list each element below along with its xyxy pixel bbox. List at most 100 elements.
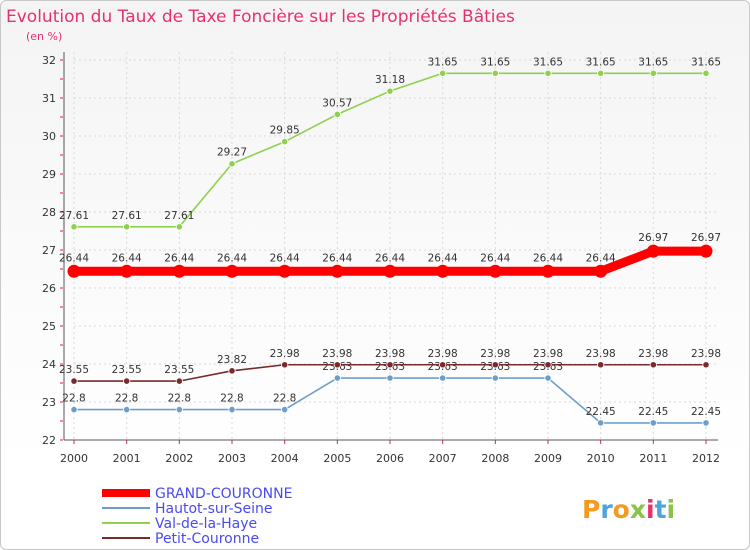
chart-subtitle: (en %) — [26, 30, 62, 43]
y-tick-label: 27 — [42, 244, 56, 257]
data-label: 23.55 — [164, 364, 194, 376]
data-point — [649, 361, 657, 369]
data-point — [649, 419, 657, 427]
data-point — [70, 405, 78, 414]
data-point — [544, 374, 552, 382]
data-point — [228, 160, 236, 168]
data-label: 23.55 — [112, 364, 142, 376]
data-label: 22.8 — [62, 393, 85, 405]
x-tick-label: 2004 — [271, 452, 299, 465]
logo-letter: r — [600, 495, 613, 524]
series-hautot-sur-seine: 22.822.822.822.822.823.6323.6323.6323.63… — [62, 361, 721, 427]
data-label: 26.44 — [270, 252, 300, 264]
data-label: 31.65 — [533, 56, 563, 68]
data-point — [228, 405, 236, 414]
data-label: 23.98 — [375, 348, 405, 360]
data-point — [333, 361, 341, 369]
data-point — [225, 264, 239, 278]
proxiti-logo: Proxiti — [582, 495, 675, 524]
y-tick-label: 24 — [42, 358, 56, 371]
data-point — [281, 405, 289, 414]
data-point — [175, 223, 183, 231]
data-label: 29.85 — [270, 125, 300, 137]
data-label: 31.65 — [480, 56, 510, 68]
data-label: 31.65 — [586, 56, 616, 68]
data-label: 23.98 — [691, 348, 721, 360]
data-point — [228, 367, 236, 375]
data-point — [123, 377, 131, 385]
data-label: 22.8 — [220, 393, 243, 405]
data-point — [699, 244, 713, 258]
data-label: 23.98 — [322, 348, 352, 360]
data-label: 22.45 — [638, 406, 668, 418]
x-tick-label: 2007 — [429, 452, 457, 465]
y-tick-label: 32 — [42, 54, 56, 67]
data-label: 26.44 — [322, 252, 352, 264]
data-point — [649, 69, 657, 77]
data-point — [333, 110, 341, 118]
x-tick-label: 2001 — [113, 452, 141, 465]
data-point — [175, 405, 183, 414]
data-label: 23.98 — [428, 348, 458, 360]
logo-letter: P — [582, 495, 600, 524]
logo-letter: i — [646, 495, 655, 524]
y-tick-label: 31 — [42, 92, 56, 105]
data-label: 30.57 — [322, 97, 352, 109]
logo-letter: t — [655, 495, 667, 524]
x-tick-label: 2003 — [218, 452, 246, 465]
data-label: 31.65 — [691, 56, 721, 68]
x-tick-label: 2005 — [323, 452, 351, 465]
y-tick-label: 28 — [42, 206, 56, 219]
y-tick-label: 23 — [42, 396, 56, 409]
data-label: 26.44 — [533, 252, 563, 264]
legend: GRAND-COURONNEHautot-sur-SeineVal-de-la-… — [102, 486, 292, 547]
data-label: 26.44 — [480, 252, 510, 264]
data-point — [123, 223, 131, 231]
x-tick-label: 2000 — [60, 452, 88, 465]
y-tick-label: 22 — [42, 434, 56, 447]
data-label: 27.61 — [112, 210, 142, 222]
data-point — [594, 264, 608, 278]
data-point — [281, 138, 289, 146]
data-point — [597, 69, 605, 77]
data-point — [386, 374, 394, 382]
data-point — [330, 264, 344, 278]
data-label: 23.82 — [217, 354, 247, 366]
y-tick-label: 26 — [42, 282, 56, 295]
y-tick-label: 30 — [42, 130, 56, 143]
data-label: 31.65 — [638, 56, 668, 68]
data-label: 23.98 — [638, 348, 668, 360]
data-point — [123, 405, 131, 414]
data-point — [278, 264, 292, 278]
data-point — [597, 419, 605, 427]
data-label: 27.61 — [59, 210, 89, 222]
data-label: 27.61 — [164, 210, 194, 222]
logo-letter: i — [667, 495, 676, 524]
data-label: 26.44 — [217, 252, 247, 264]
x-tick-label: 2012 — [692, 452, 720, 465]
logo-letter: x — [630, 495, 646, 524]
data-label: 22.8 — [115, 393, 138, 405]
data-point — [488, 264, 502, 278]
data-point — [120, 264, 134, 278]
series-layer: 22.822.822.822.822.823.6323.6323.6323.63… — [59, 56, 721, 427]
data-label: 26.44 — [112, 252, 142, 264]
data-point — [491, 374, 499, 382]
series-grand-couronne: 26.44 26.44 26.44 26.44 26.44 26.44 26.44 26.44… — [59, 232, 721, 278]
legend-label: Hautot-sur-Seine — [155, 501, 273, 517]
x-tick-label: 2010 — [587, 452, 615, 465]
data-label: 26.97 — [691, 232, 721, 244]
x-tick-label: 2006 — [376, 452, 404, 465]
data-point — [491, 69, 499, 77]
data-label: 23.98 — [533, 348, 563, 360]
data-point — [702, 361, 710, 369]
data-point — [702, 419, 710, 427]
data-label: 26.44 — [164, 252, 194, 264]
data-point — [541, 264, 555, 278]
data-label: 23.98 — [480, 348, 510, 360]
x-tick-label: 2011 — [639, 452, 667, 465]
legend-label: Petit-Couronne — [155, 531, 259, 547]
logo-text: Proxiti — [582, 495, 675, 524]
data-label: 22.45 — [691, 406, 721, 418]
